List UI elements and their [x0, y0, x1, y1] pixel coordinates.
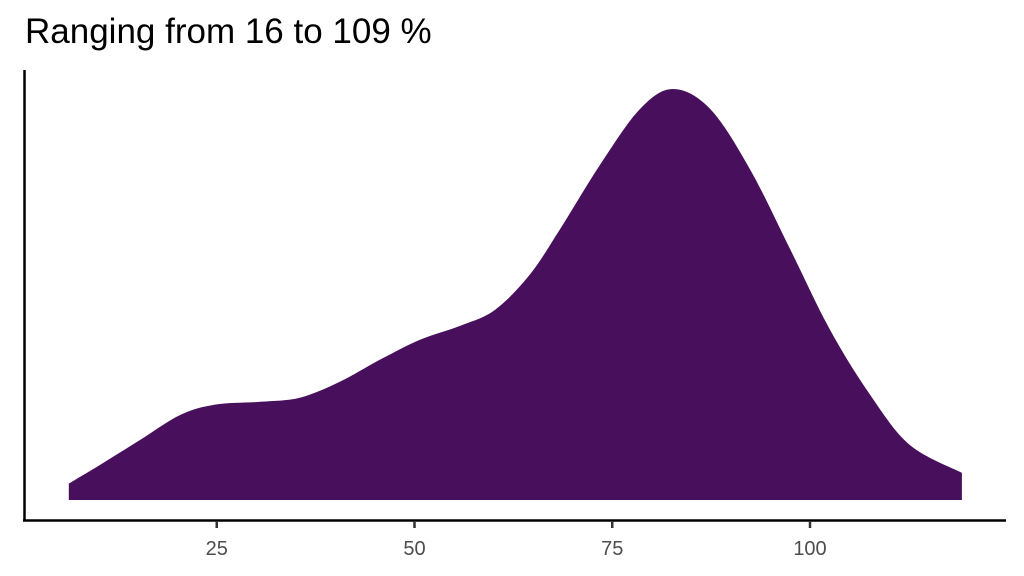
x-tick-label: 75: [601, 538, 623, 560]
x-tick-label: 50: [403, 538, 425, 560]
density-area: [68, 89, 962, 500]
chart-title: Ranging from 16 to 109 %: [25, 12, 432, 51]
x-tick-label: 100: [793, 538, 826, 560]
x-tick-label: 25: [206, 538, 228, 560]
x-axis-ticks: 25 50 75 100: [206, 521, 827, 560]
